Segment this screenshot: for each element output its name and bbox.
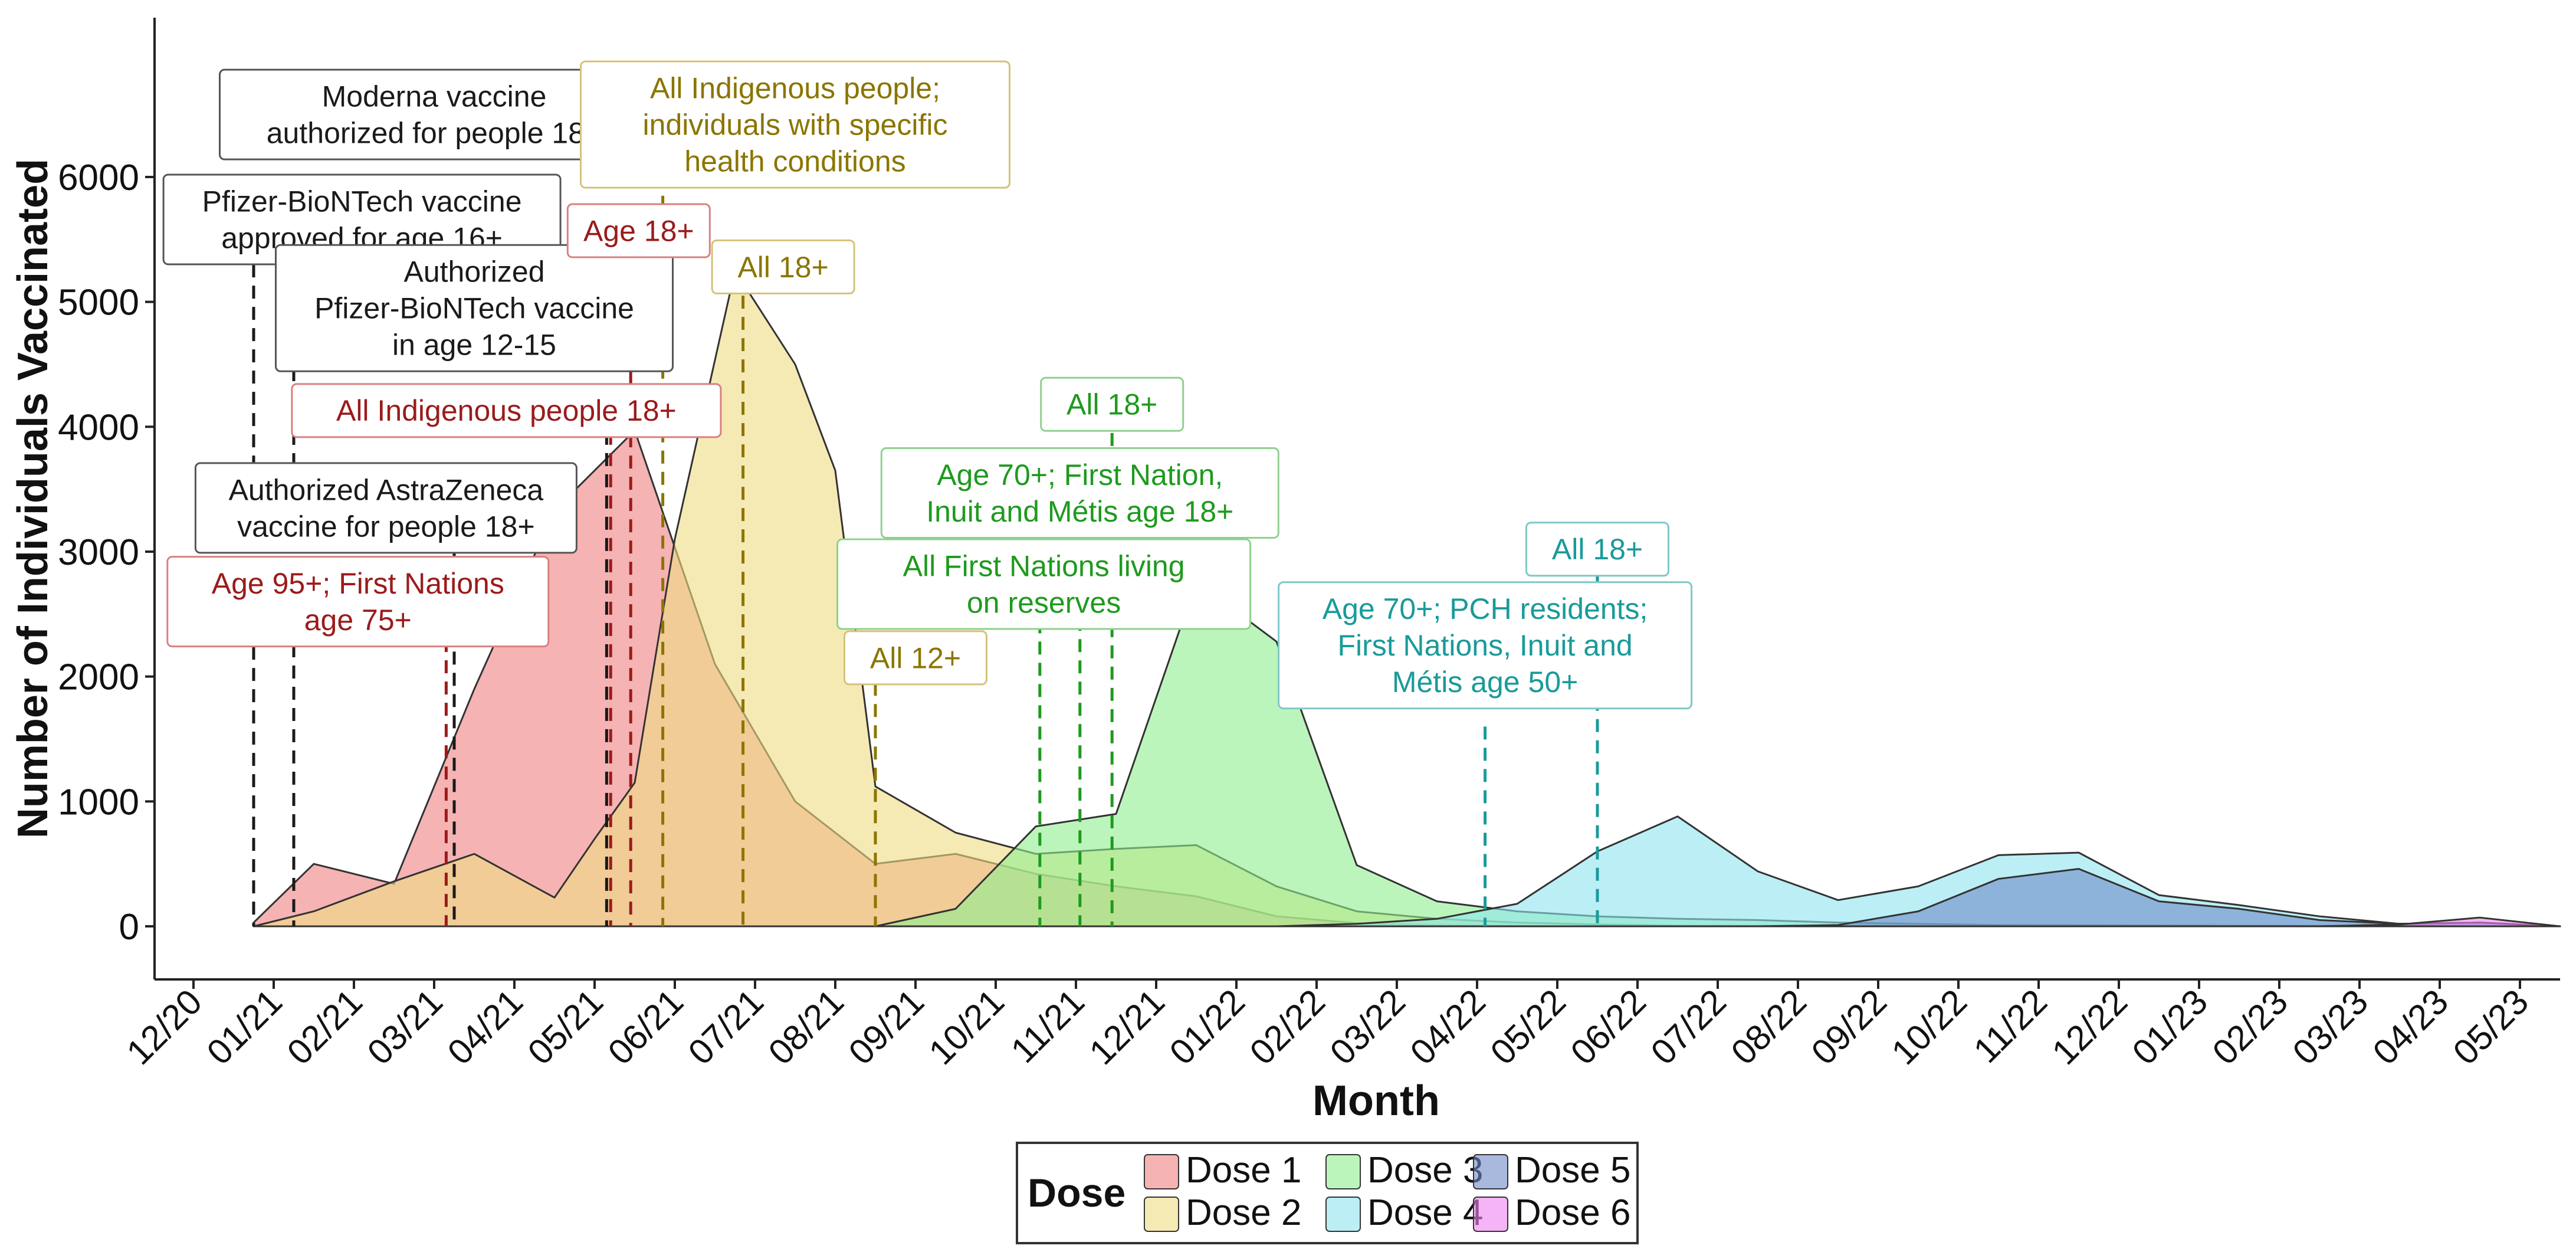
legend-swatch [1325,1197,1361,1232]
annotation-text: in age 12-15 [392,329,556,362]
y-tick-label: 0 [119,907,139,948]
y-axis-ticks: 0 1000 2000 3000 4000 5000 6000 [58,158,155,948]
annotation-text: All 18+ [737,251,828,284]
annotation-label: All 18+ [1040,376,1184,432]
annotation-label: Age 70+; PCH residents; First Nations, In… [1278,581,1693,710]
annotation-label: Moderna vaccine authorized for people 18+ [219,68,649,160]
annotation-box [836,538,1252,630]
legend-entry: Dose 6 [1473,1192,1630,1233]
annotation-text: authorized for people 18+ [267,117,602,150]
legend-entry: Dose 4 [1325,1192,1483,1233]
legend: Dose Dose 1 Dose 3 Dose 5 Dose 2 Dose 4 Dose 6 [1016,1142,1639,1244]
annotation-text: Pfizer-BioNTech vaccine [202,185,522,218]
annotation-box [275,244,674,372]
annotation-text: Age 18+ [583,214,694,247]
y-tick-label: 5000 [58,283,139,323]
annotation-label: All 18+ [1525,522,1669,577]
annotation-labels: Moderna vaccine authorized for people 18+… [162,60,1693,710]
y-tick-label: 3000 [58,532,139,573]
annotation-text: First Nations, Inuit and [1337,629,1632,662]
annotation-label: All Indigenous people 18+ [291,383,722,438]
annotation-text: Age 95+; First Nations [212,567,504,600]
annotation-text: Métis age 50+ [1392,666,1578,699]
annotation-text: individuals with specific [643,108,948,141]
legend-swatch [1144,1197,1179,1232]
annotation-label: Age 95+; First Nations age 75+ [166,556,550,648]
legend-swatch [1325,1154,1361,1189]
y-tick-label: 2000 [58,657,139,698]
legend-entry: Dose 2 [1144,1192,1301,1233]
series-areas [252,270,2561,927]
annotation-text: health conditions [684,145,905,178]
annotation-text: age 75+ [304,604,412,637]
legend-label: Dose 6 [1515,1192,1630,1233]
annotation-box [1040,376,1184,432]
legend-label: Dose 4 [1367,1192,1483,1233]
annotation-box [566,203,711,258]
legend-entry: Dose 3 [1325,1150,1483,1191]
annotation-label: Age 70+; First Nation, Inuit and Métis ag… [880,447,1279,539]
annotation-text: Authorized AstraZeneca [229,473,544,506]
legend-swatch [1473,1197,1508,1232]
annotation-text: Moderna vaccine [322,80,547,113]
annotation-label: All Indigenous people; individuals with s… [580,60,1010,189]
legend-label: Dose 2 [1186,1192,1301,1233]
annotation-text: All 18+ [1552,533,1643,566]
annotation-text: Authorized [403,255,544,289]
legend-label: Dose 3 [1367,1150,1483,1191]
legend-swatch [1144,1154,1179,1189]
annotation-box [291,383,722,438]
legend-label: Dose 5 [1515,1150,1630,1191]
legend-entry: Dose 5 [1473,1150,1630,1191]
annotation-box [166,556,550,648]
y-axis-title: Number of Individuals Vaccinated [9,159,57,838]
series-area-dose-6 [2318,916,2561,927]
annotation-label: All 18+ [711,239,855,294]
annotation-text: vaccine for people 18+ [237,510,535,543]
annotation-label: All First Nations living on reserves [836,538,1252,630]
annotation-text: on reserves [967,586,1121,619]
legend-swatch [1473,1154,1508,1189]
x-axis-title: Month [1312,1077,1440,1125]
annotation-box [844,630,987,686]
legend-title: Dose [1028,1171,1125,1215]
annotation-text: Pfizer-BioNTech vaccine [314,292,634,325]
y-tick-label: 4000 [58,407,139,448]
annotation-text: All First Nations living [903,549,1185,582]
legend-label: Dose 1 [1186,1150,1301,1191]
annotation-label: Age 18+ [566,203,711,258]
annotation-box [1278,581,1693,710]
annotation-text: Age 70+; First Nation, [937,458,1223,491]
annotation-label: Authorized AstraZeneca vaccine for people… [194,462,577,554]
annotation-text: All Indigenous people; [650,71,940,104]
annotation-box [1525,522,1669,577]
y-tick-label: 1000 [58,782,139,822]
annotation-text: Age 70+; PCH residents; [1323,592,1648,625]
annotation-box [194,462,577,554]
legend-entry: Dose 1 [1144,1150,1301,1191]
annotation-text: Inuit and Métis age 18+ [926,495,1233,528]
annotation-text: All 12+ [870,641,961,674]
annotation-label: All 12+ [844,630,987,686]
annotation-box [711,239,855,294]
annotation-box [880,447,1279,539]
y-tick-label: 6000 [58,158,139,198]
annotation-box [580,60,1010,189]
annotation-text: All Indigenous people 18+ [336,394,677,427]
annotation-text: All 18+ [1067,388,1157,421]
